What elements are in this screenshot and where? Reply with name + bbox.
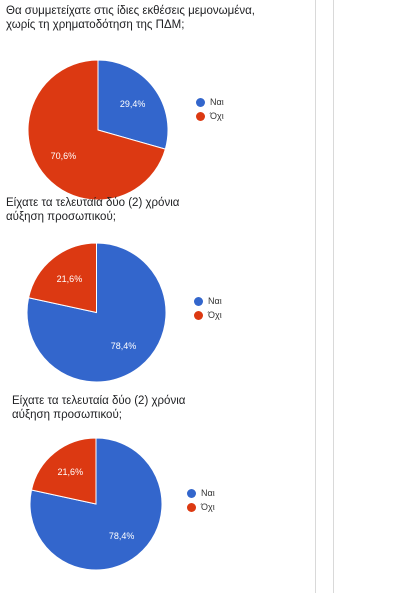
chart-title: Θα συμμετείχατε στις ίδιες εκθέσεις μεμο… (6, 5, 255, 31)
legend-swatch (187, 488, 196, 498)
chart-block-2: Είχατε τα τελευταία δύο (2) χρόνια αύξησ… (6, 196, 306, 236)
legend-item-yes: Ναι (196, 95, 224, 109)
pie-slice-no (27, 242, 97, 314)
pie-slice-no (27, 59, 166, 201)
chart-block-3: Είχατε τα τελευταία δύο (2) χρόνια αύξησ… (12, 394, 312, 434)
chart-block-1: Θα συμμετείχατε στις ίδιες εκθέσεις μεμο… (6, 4, 306, 184)
legend-label: Όχι (208, 310, 222, 320)
legend-label: Όχι (201, 502, 215, 512)
legend-swatch (196, 111, 205, 121)
chart-legend: Ναι Όχι (196, 95, 224, 123)
slice-data-label: 78,4% (111, 341, 137, 351)
legend-label: Όχι (210, 111, 224, 121)
chart-title: Είχατε τα τελευταία δύο (2) χρόνια αύξησ… (12, 395, 186, 421)
legend-item-no: Όχι (194, 308, 222, 322)
legend-item-yes: Ναι (187, 486, 215, 500)
legend-item-yes: Ναι (194, 294, 222, 308)
legend-item-no: Όχι (196, 109, 224, 123)
chart-legend: Ναι Όχι (187, 486, 215, 514)
pie-chart-2: 78,4% 21,6% (26, 242, 167, 383)
legend-swatch (187, 502, 196, 512)
slice-data-label: 21,6% (58, 467, 84, 477)
divider-line (315, 0, 316, 593)
legend-swatch (194, 296, 203, 306)
chart-title: Είχατε τα τελευταία δύο (2) χρόνια αύξησ… (6, 197, 180, 223)
pie-slice-yes (29, 437, 163, 571)
legend-swatch (194, 310, 203, 320)
legend-swatch (196, 97, 205, 107)
slice-data-label: 21,6% (57, 274, 83, 284)
pie-chart-3: 78,4% 21,6% (29, 437, 163, 571)
pie-slice-no (30, 437, 97, 505)
legend-label: Ναι (210, 97, 224, 107)
divider-line (333, 0, 334, 593)
pie-slice-yes (97, 59, 169, 150)
chart-legend: Ναι Όχι (194, 294, 222, 322)
slice-data-label: 70,6% (51, 151, 77, 161)
legend-item-no: Όχι (187, 500, 215, 514)
slice-data-label: 29,4% (120, 99, 146, 109)
legend-label: Ναι (208, 296, 222, 306)
slice-data-label: 78,4% (109, 531, 135, 541)
legend-label: Ναι (201, 488, 215, 498)
pie-chart-1: 29,4% 70,6% (27, 59, 169, 201)
